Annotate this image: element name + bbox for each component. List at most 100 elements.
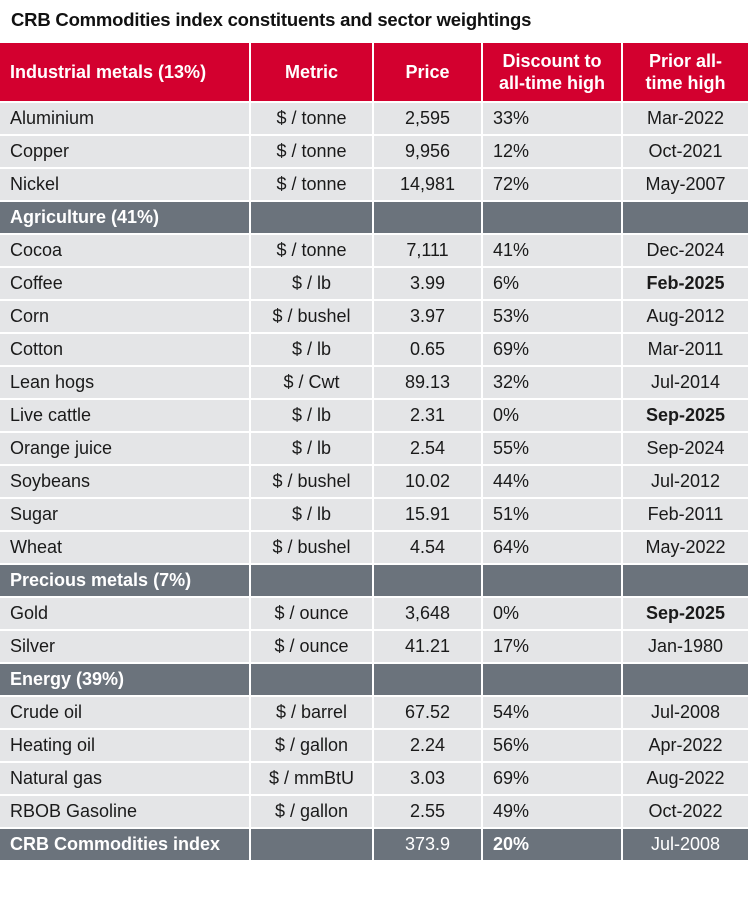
header-price: Price	[373, 41, 483, 103]
section-name: Agriculture (41%)	[0, 200, 251, 235]
table-row: Coffee $ / lb 3.99 6% Feb-2025	[0, 266, 748, 301]
prior-high-cell: Jul-2008	[622, 827, 748, 862]
commodity-name: Copper	[0, 134, 251, 169]
discount-cell: 17%	[482, 629, 623, 664]
prior-high-cell: Sep-2025	[622, 398, 748, 433]
section-empty	[250, 200, 374, 235]
commodity-name: Coffee	[0, 266, 251, 301]
prior-high-cell: Jan-1980	[622, 629, 748, 664]
prior-high-cell: Feb-2025	[622, 266, 748, 301]
header-discount-line2: all-time high	[498, 73, 605, 93]
commodity-name: Crude oil	[0, 695, 251, 730]
metric-cell: $ / ounce	[250, 629, 374, 664]
table-row: Gold $ / ounce 3,648 0% Sep-2025	[0, 596, 748, 631]
prior-high-cell: Jul-2012	[622, 464, 748, 499]
discount-cell: 44%	[482, 464, 623, 499]
prior-high-cell: Feb-2011	[622, 497, 748, 532]
metric-cell: $ / tonne	[250, 167, 374, 202]
commodity-name: Nickel	[0, 167, 251, 202]
discount-cell: 0%	[482, 596, 623, 631]
prior-high-cell: May-2022	[622, 530, 748, 565]
price-cell: 3.99	[373, 266, 483, 301]
prior-high-cell: Dec-2024	[622, 233, 748, 268]
table-row: Cotton $ / lb 0.65 69% Mar-2011	[0, 332, 748, 367]
discount-cell: 32%	[482, 365, 623, 400]
price-cell: 41.21	[373, 629, 483, 664]
prior-high-cell: Mar-2022	[622, 101, 748, 136]
table-row: Orange juice $ / lb 2.54 55% Sep-2024	[0, 431, 748, 466]
price-cell: 7,111	[373, 233, 483, 268]
metric-cell: $ / gallon	[250, 794, 374, 829]
section-row: Precious metals (7%)	[0, 563, 748, 598]
discount-cell: 12%	[482, 134, 623, 169]
section-name: Energy (39%)	[0, 662, 251, 697]
discount-cell: 54%	[482, 695, 623, 730]
section-empty	[482, 662, 623, 697]
section-empty	[622, 662, 748, 697]
commodity-name: Heating oil	[0, 728, 251, 763]
commodity-name: CRB Commodities index	[0, 827, 251, 862]
metric-cell: $ / bushel	[250, 530, 374, 565]
metric-cell: $ / lb	[250, 266, 374, 301]
metric-cell: $ / lb	[250, 332, 374, 367]
commodity-name: Corn	[0, 299, 251, 334]
table-row: RBOB Gasoline $ / gallon 2.55 49% Oct-2022	[0, 794, 748, 829]
prior-high-cell: Aug-2012	[622, 299, 748, 334]
table-row: Copper $ / tonne 9,956 12% Oct-2021	[0, 134, 748, 169]
section-empty	[622, 200, 748, 235]
table-row: Silver $ / ounce 41.21 17% Jan-1980	[0, 629, 748, 664]
price-cell: 0.65	[373, 332, 483, 367]
index-total-row: CRB Commodities index 373.9 20% Jul-2008	[0, 827, 748, 862]
commodity-name: Lean hogs	[0, 365, 251, 400]
header-row: Industrial metals (13%) Metric Price Dis…	[0, 41, 748, 103]
header-metric: Metric	[250, 41, 374, 103]
metric-cell: $ / tonne	[250, 134, 374, 169]
discount-cell: 51%	[482, 497, 623, 532]
metric-cell: $ / mmBtU	[250, 761, 374, 796]
section-row: Agriculture (41%)	[0, 200, 748, 235]
metric-cell: $ / bushel	[250, 299, 374, 334]
metric-cell: $ / barrel	[250, 695, 374, 730]
commodity-name: Wheat	[0, 530, 251, 565]
discount-cell: 64%	[482, 530, 623, 565]
commodity-name: Gold	[0, 596, 251, 631]
price-cell: 14,981	[373, 167, 483, 202]
prior-high-cell: Oct-2022	[622, 794, 748, 829]
prior-high-cell: Jul-2008	[622, 695, 748, 730]
price-cell: 2,595	[373, 101, 483, 136]
table-row: Lean hogs $ / Cwt 89.13 32% Jul-2014	[0, 365, 748, 400]
price-cell: 10.02	[373, 464, 483, 499]
discount-cell: 55%	[482, 431, 623, 466]
metric-cell: $ / lb	[250, 431, 374, 466]
section-empty	[482, 200, 623, 235]
section-name: Precious metals (7%)	[0, 563, 251, 598]
table-body: Aluminium $ / tonne 2,595 33% Mar-2022 Copper…	[0, 101, 748, 862]
commodity-name: Soybeans	[0, 464, 251, 499]
section-empty	[250, 662, 374, 697]
price-cell: 3.03	[373, 761, 483, 796]
discount-cell: 41%	[482, 233, 623, 268]
metric-cell: $ / gallon	[250, 728, 374, 763]
table-row: Nickel $ / tonne 14,981 72% May-2007	[0, 167, 748, 202]
commodity-name: Aluminium	[0, 101, 251, 136]
discount-cell: 72%	[482, 167, 623, 202]
discount-cell: 69%	[482, 761, 623, 796]
metric-cell: $ / Cwt	[250, 365, 374, 400]
price-cell: 2.31	[373, 398, 483, 433]
section-empty	[622, 563, 748, 598]
prior-high-cell: Mar-2011	[622, 332, 748, 367]
discount-cell: 69%	[482, 332, 623, 367]
metric-cell	[250, 827, 374, 862]
price-cell: 67.52	[373, 695, 483, 730]
section-empty	[373, 563, 483, 598]
section-row: Energy (39%)	[0, 662, 748, 697]
metric-cell: $ / tonne	[250, 101, 374, 136]
price-cell: 89.13	[373, 365, 483, 400]
commodity-name: Cotton	[0, 332, 251, 367]
metric-cell: $ / lb	[250, 497, 374, 532]
table-row: Soybeans $ / bushel 10.02 44% Jul-2012	[0, 464, 748, 499]
price-cell: 2.55	[373, 794, 483, 829]
table-title: CRB Commodities index constituents and s…	[11, 9, 532, 30]
table-row: Corn $ / bushel 3.97 53% Aug-2012	[0, 299, 748, 334]
prior-high-cell: Aug-2022	[622, 761, 748, 796]
